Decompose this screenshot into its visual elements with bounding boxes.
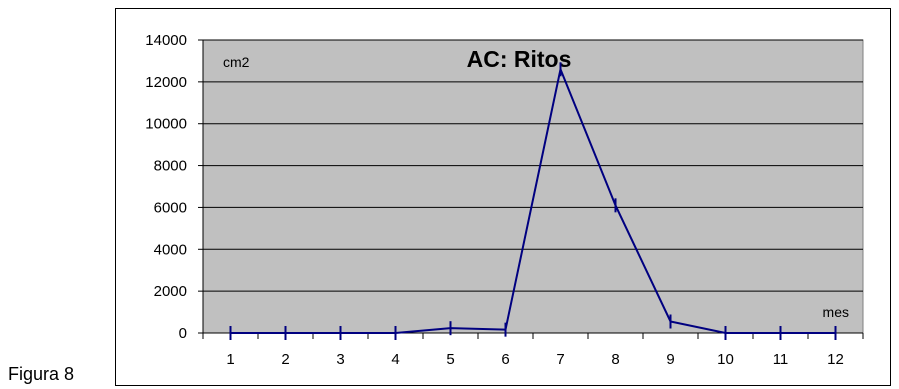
x-axis: 1 2 3 4 5 6 7 8 9 10 11 12 bbox=[202, 332, 864, 368]
y-tick-label: 6000 bbox=[154, 199, 187, 216]
x-tick-label: 1 bbox=[226, 351, 234, 368]
y-tick-label: 4000 bbox=[154, 241, 187, 258]
y-tick-label: 10000 bbox=[145, 116, 187, 133]
y-tick-label: 12000 bbox=[145, 74, 187, 91]
chart-title: AC: Ritos bbox=[467, 46, 572, 72]
series-line bbox=[230, 65, 836, 334]
x-tick-label: 10 bbox=[717, 351, 734, 368]
x-tick-label: 5 bbox=[446, 351, 454, 368]
x-tick-label: 8 bbox=[611, 351, 619, 368]
x-tick-label: 9 bbox=[666, 351, 674, 368]
x-tick-label: 7 bbox=[556, 351, 564, 368]
x-axis-unit-label: mes bbox=[823, 304, 849, 320]
grid-lines bbox=[203, 39, 863, 292]
x-tick-label: 4 bbox=[391, 351, 399, 368]
x-tick-label: 3 bbox=[336, 351, 344, 368]
figure-label: Figura 8 bbox=[8, 364, 75, 384]
x-tick-label: 12 bbox=[827, 351, 844, 368]
x-tick-label: 2 bbox=[281, 351, 289, 368]
y-axis-unit-label: cm2 bbox=[223, 54, 250, 70]
plot-area bbox=[202, 39, 864, 334]
y-axis: 0 2000 4000 6000 8000 10000 12000 14000 bbox=[145, 32, 204, 342]
chart-frame bbox=[115, 8, 891, 386]
series-layer bbox=[229, 62, 837, 340]
y-tick-label: 0 bbox=[179, 325, 187, 342]
x-tick-label: 11 bbox=[773, 351, 789, 368]
y-tick-label: 2000 bbox=[154, 283, 187, 300]
y-tick-label: 8000 bbox=[154, 158, 187, 175]
y-tick-label: 14000 bbox=[145, 32, 187, 49]
x-tick-label: 6 bbox=[501, 351, 509, 368]
